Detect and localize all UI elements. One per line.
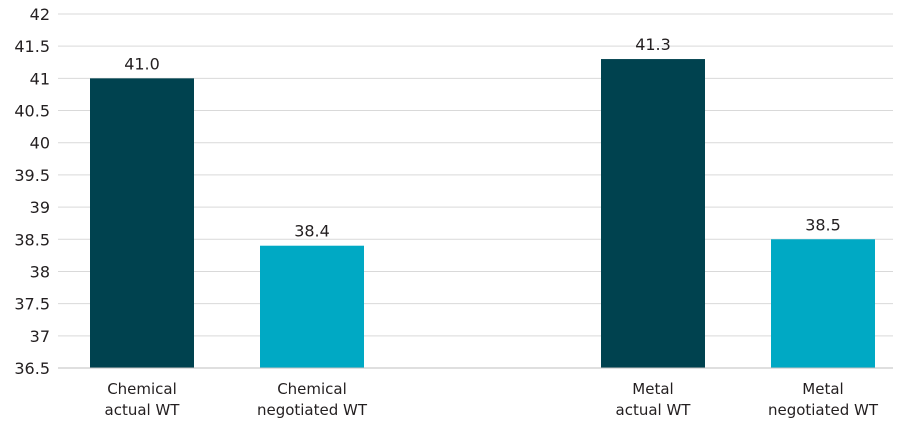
x-category-label: Chemical negotiated WT: [257, 380, 368, 419]
y-tick-label: 39.5: [14, 166, 50, 185]
x-category-label-line: Chemical: [107, 380, 177, 398]
x-category-label: Chemical actual WT: [105, 380, 181, 419]
bar: [601, 59, 705, 369]
bar-value-label: 41.3: [635, 35, 671, 54]
bar: [90, 78, 194, 368]
x-category-label-line: actual WT: [105, 401, 181, 419]
bar-value-label: 41.0: [124, 54, 160, 73]
y-tick-label: 36.5: [14, 359, 50, 378]
bars: [90, 59, 875, 369]
y-tick-label: 41: [30, 69, 50, 88]
y-tick-label: 37: [30, 327, 50, 346]
y-tick-label: 41.5: [14, 37, 50, 56]
x-category-label: Metal negotiated WT: [768, 380, 879, 419]
bar: [260, 245, 364, 368]
bar-value-label: 38.5: [805, 215, 841, 234]
y-tick-label: 40.5: [14, 102, 50, 121]
x-category-label-line: actual WT: [616, 401, 692, 419]
y-tick-label: 38.5: [14, 230, 50, 249]
data-labels: 41.0 38.4 41.3 38.5: [124, 35, 841, 241]
x-category-label-line: Chemical: [277, 380, 347, 398]
y-tick-label: 40: [30, 134, 50, 153]
x-category-label-line: Metal: [632, 380, 673, 398]
x-category-label-line: negotiated WT: [257, 401, 368, 419]
x-category-label-line: Metal: [802, 380, 843, 398]
bar: [771, 239, 875, 368]
y-tick-label: 42: [30, 5, 50, 24]
y-axis-tick-labels: 36.5 37 37.5 38 38.5 39 39.5 40 40.5 41 41.5 42: [14, 5, 50, 378]
x-category-label-line: negotiated WT: [768, 401, 879, 419]
y-tick-label: 38: [30, 262, 50, 281]
bar-value-label: 38.4: [294, 222, 330, 241]
y-tick-label: 37.5: [14, 295, 50, 314]
y-tick-label: 39: [30, 198, 50, 217]
x-category-label: Metal actual WT: [616, 380, 692, 419]
grid-lines: [58, 13, 893, 337]
